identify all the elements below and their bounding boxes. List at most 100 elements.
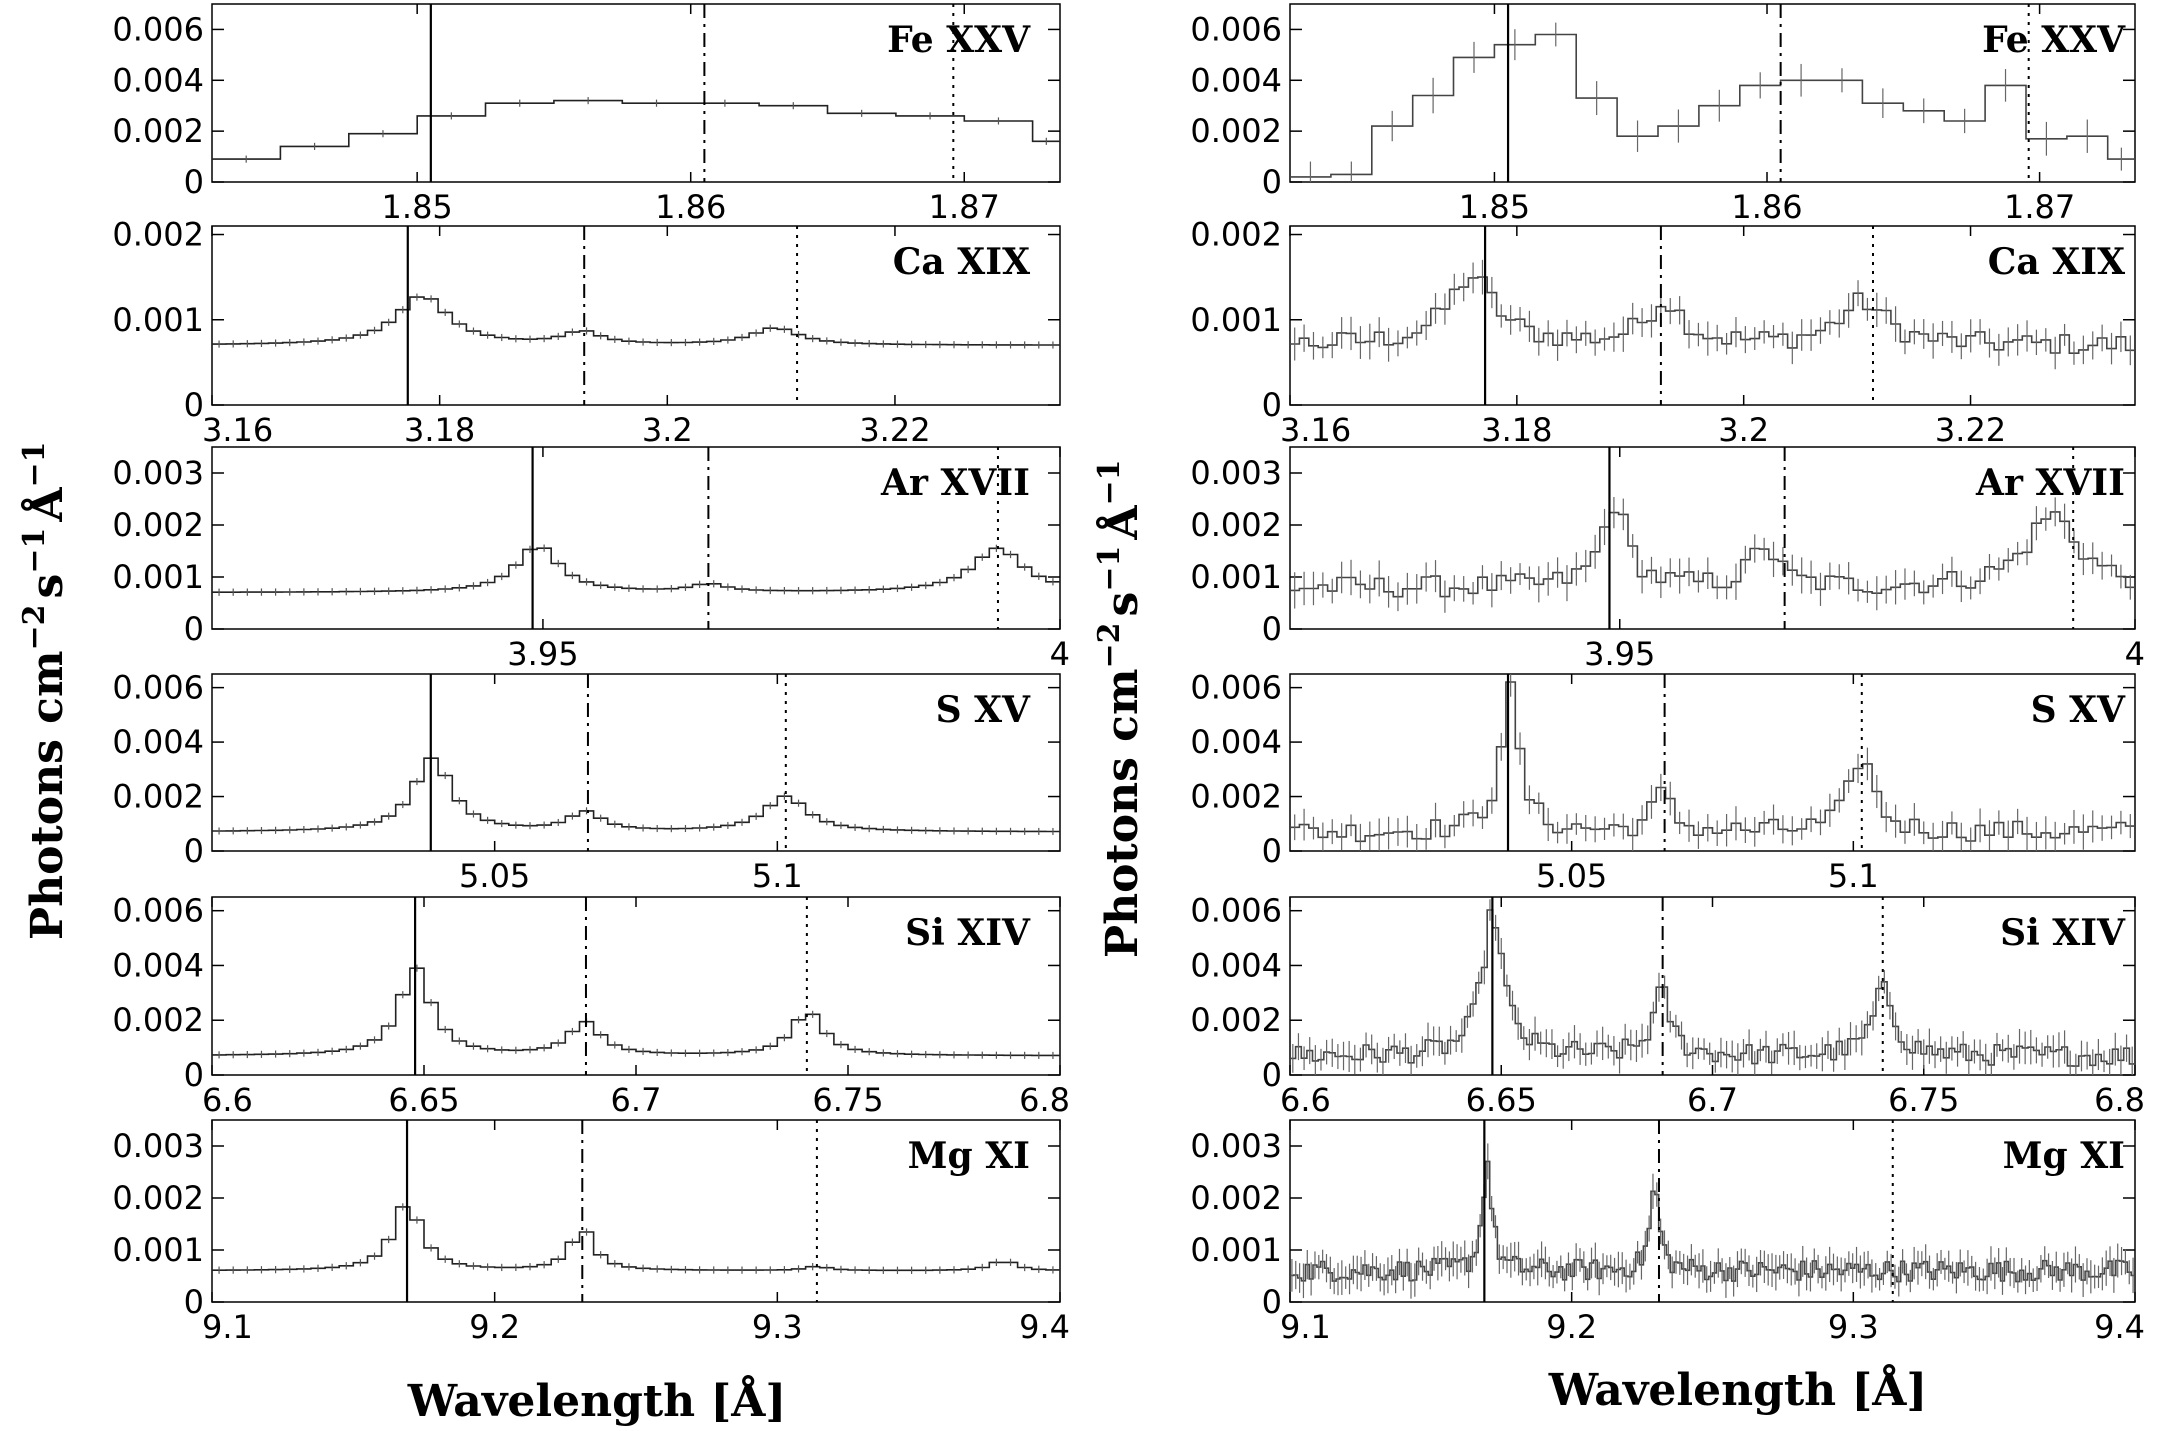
panel-left-fe-xxv: 0 0.002 0.004 0.006 1.85 1.86 1.87 Fe XXV	[112, 3, 1061, 226]
x-tick-label: 9.4	[1019, 1308, 1070, 1346]
x-tick-label: 3.2	[1718, 411, 1769, 449]
x-tick-label: 1.87	[2004, 188, 2075, 226]
plot-frame	[211, 1119, 1061, 1303]
y-tick-label: 0.001	[1190, 558, 1282, 596]
y-tick-label: 0.004	[1190, 723, 1282, 761]
ion-label: Fe XXV	[1982, 19, 2126, 61]
x-tick-label: 3.18	[404, 411, 475, 449]
right-ylabel-s: s	[1097, 592, 1148, 617]
panel-right-ar-xvii: 0 0.001 0.002 0.003 3.95 4 Ar XVII	[1190, 446, 2145, 673]
y-tick-label: 0	[1262, 163, 1282, 201]
y-tick-label: 0.002	[1190, 216, 1282, 254]
y-tick-label: 0	[1262, 832, 1282, 870]
x-tick-label: 6.65	[388, 1081, 459, 1119]
x-tick-label: 6.65	[1466, 1081, 1537, 1119]
x-tick-label: 5.1	[752, 857, 803, 895]
y-tick-label: 0.004	[112, 723, 204, 761]
x-tick-label: 3.95	[507, 635, 578, 673]
plot-frame	[1289, 3, 2136, 183]
right-ylabel-exp2: −1	[1092, 546, 1127, 592]
spectrum-histogram	[1290, 909, 2135, 1067]
x-tick-label: 9.3	[752, 1308, 803, 1346]
x-tick-label: 6.7	[611, 1081, 662, 1119]
x-tick-label: 6.6	[1280, 1081, 1331, 1119]
panel-left-mg-xi: 0 0.001 0.002 0.003 9.1 9.2 9.3 9.4 Mg XI	[112, 1119, 1070, 1346]
panel-left-s-xv: 0 0.002 0.004 0.006 5.05 5.1 S XV	[112, 669, 1061, 895]
ion-label: Si XIV	[2000, 912, 2126, 954]
y-tick-label: 0.006	[1190, 892, 1282, 930]
x-tick-label: 6.7	[1687, 1081, 1738, 1119]
right-ylabel-exp1: −2	[1092, 622, 1127, 668]
y-tick-label: 0.002	[1190, 1001, 1282, 1039]
ion-label: S XV	[2031, 689, 2126, 731]
y-tick-label: 0.003	[1190, 454, 1282, 492]
spectrum-histogram	[1290, 681, 2135, 843]
panel-right-ca-xix: 0 0.001 0.002 3.16 3.18 3.2 3.22 Ca XIX	[1190, 216, 2136, 449]
x-tick-label: 1.87	[929, 188, 1000, 226]
panels-group: 0 0.002 0.004 0.006 1.85 1.86 1.87 Fe XXV 0 0.001…	[112, 3, 2145, 1346]
panel-right-mg-xi: 0 0.001 0.002 0.003 9.1 9.2 9.3 9.4 Mg XI	[1190, 1119, 2145, 1346]
y-tick-label: 0.003	[1190, 1127, 1282, 1165]
x-tick-label: 1.86	[655, 188, 726, 226]
x-tick-label: 3.22	[1935, 411, 2006, 449]
y-tick-label: 0.002	[112, 506, 204, 544]
y-tick-label: 0.002	[1190, 1179, 1282, 1217]
y-tick-label: 0.002	[1190, 778, 1282, 816]
y-tick-label: 0.006	[112, 892, 204, 930]
y-tick-label: 0.004	[112, 61, 204, 99]
y-tick-label: 0.002	[112, 778, 204, 816]
panel-right-si-xiv: 0 0.002 0.004 0.006 6.6 6.65 6.7 6.75 6.8 Si XIV	[1190, 892, 2145, 1119]
x-tick-label: 6.6	[202, 1081, 253, 1119]
x-tick-label: 9.3	[1828, 1308, 1879, 1346]
right-ylabel: Photons cm−2s−1Å−1	[1092, 460, 1148, 959]
x-tick-label: 3.18	[1481, 411, 1552, 449]
spectrum-histogram	[212, 967, 1060, 1057]
x-tick-label: 9.1	[1280, 1308, 1331, 1346]
y-tick-label: 0.006	[112, 669, 204, 707]
left-ylabel-s: s	[22, 574, 73, 599]
y-tick-label: 0.004	[1190, 61, 1282, 99]
panel-left-ca-xix: 0 0.001 0.002 3.16 3.18 3.2 3.22 Ca XIX	[112, 216, 1061, 449]
spectrum-histogram	[1290, 276, 2135, 354]
y-tick-label: 0.002	[112, 1179, 204, 1217]
y-tick-label: 0.001	[1190, 301, 1282, 339]
y-tick-label: 0.006	[1190, 669, 1282, 707]
y-tick-label: 0	[1262, 610, 1282, 648]
ion-label: Ar XVII	[880, 462, 1030, 504]
spectrum-histogram	[1290, 33, 2135, 178]
left-ylabel-exp2: −1	[17, 528, 52, 574]
y-tick-label: 0.002	[112, 216, 204, 254]
ion-label: Ca XIX	[893, 241, 1030, 283]
right-ylabel-A: Å	[1095, 505, 1148, 541]
y-tick-label: 0.004	[112, 946, 204, 984]
plot-frame	[211, 446, 1061, 630]
spectrum-histogram	[212, 757, 1060, 833]
left-xlabel: Wavelength [Å]	[407, 1374, 787, 1427]
y-tick-label: 0	[184, 610, 204, 648]
y-tick-label: 0.004	[1190, 946, 1282, 984]
x-tick-label: 4	[1050, 635, 1070, 673]
x-tick-label: 1.86	[1731, 188, 1802, 226]
plot-frame	[1289, 225, 2136, 406]
y-tick-label: 0.006	[1190, 10, 1282, 48]
x-tick-label: 3.16	[202, 411, 273, 449]
left-ylabel: Photons cm−2s−1Å−1	[17, 442, 73, 941]
ion-label: S XV	[936, 689, 1031, 731]
x-tick-label: 9.2	[469, 1308, 520, 1346]
spectrum-histogram	[1290, 1160, 2135, 1283]
plot-frame	[1289, 1119, 2136, 1303]
y-tick-label: 0.002	[112, 112, 204, 150]
y-tick-label: 0	[1262, 1283, 1282, 1321]
plot-frame	[1289, 446, 2136, 630]
spectrum-histogram	[212, 547, 1060, 593]
right-ylabel-text: Photons cm	[1097, 668, 1148, 958]
y-tick-label: 0.001	[112, 301, 204, 339]
x-tick-label: 6.75	[812, 1081, 883, 1119]
y-tick-label: 0.002	[1190, 506, 1282, 544]
right-ylabel-exp3: −1	[1092, 460, 1127, 506]
panel-left-ar-xvii: 0 0.001 0.002 0.003 3.95 4 Ar XVII	[112, 446, 1070, 673]
y-tick-label: 0.002	[1190, 112, 1282, 150]
right-xlabel: Wavelength [Å]	[1548, 1363, 1928, 1416]
ion-label: Ar XVII	[1975, 462, 2125, 504]
